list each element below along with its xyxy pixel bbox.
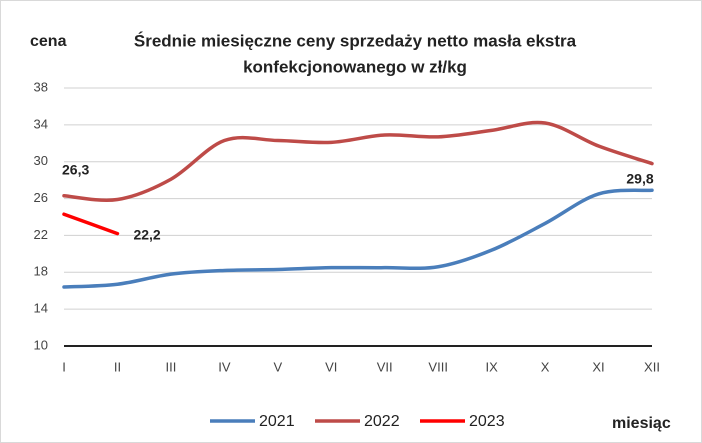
x-tick-label: III	[165, 359, 176, 374]
x-tick-label: VII	[377, 359, 393, 374]
legend-label: 2021	[259, 413, 295, 430]
x-tick-label: I	[62, 359, 66, 374]
y-tick-label: 10	[34, 337, 48, 352]
x-tick-label: IX	[485, 359, 498, 374]
x-tick-label: XI	[592, 359, 604, 374]
x-tick-label: X	[541, 359, 550, 374]
series-line	[62, 212, 120, 236]
legend-label: 2022	[364, 413, 400, 430]
series-line	[62, 188, 654, 289]
legend-label: 2023	[469, 413, 505, 430]
y-axis-label: cena	[30, 33, 67, 50]
x-axis-label: miesiąc	[612, 415, 671, 432]
x-tick-label: II	[114, 359, 121, 374]
y-tick-label: 14	[34, 301, 48, 316]
data-label: 22,2	[133, 226, 160, 242]
x-tick-label: V	[273, 359, 282, 374]
x-tick-label: VIII	[428, 359, 448, 374]
x-tick-label: IV	[218, 359, 231, 374]
series-line	[62, 120, 654, 202]
chart-title: Średnie miesięczne ceny sprzedaży netto …	[134, 31, 577, 50]
y-tick-label: 38	[34, 79, 48, 94]
data-label: 26,3	[62, 162, 89, 178]
data-label: 29,8	[626, 170, 653, 186]
y-tick-label: 26	[34, 190, 48, 205]
x-tick-label: XII	[644, 359, 660, 374]
y-tick-label: 22	[34, 227, 48, 242]
y-tick-label: 34	[34, 116, 48, 131]
y-tick-label: 30	[34, 153, 48, 168]
y-tick-label: 18	[34, 264, 48, 279]
chart-title: konfekcjonowanego w zł/kg	[243, 57, 467, 76]
x-tick-label: VI	[325, 359, 337, 374]
